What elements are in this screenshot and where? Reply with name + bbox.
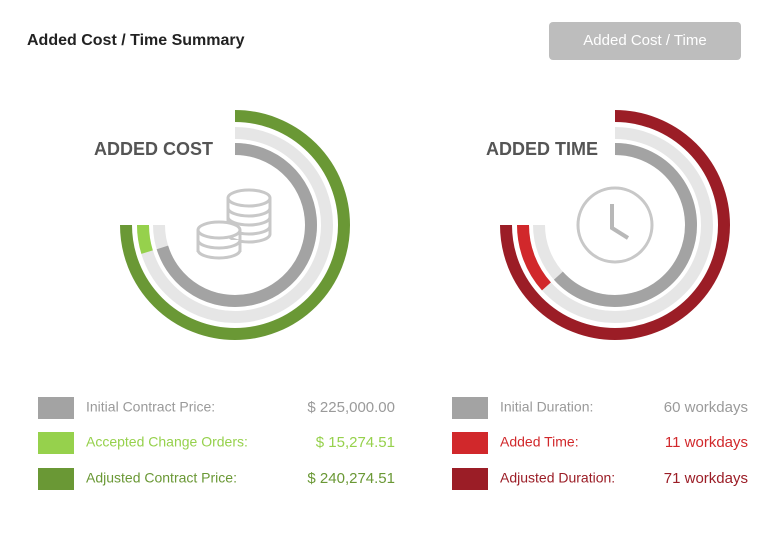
- ring-track: [517, 127, 713, 323]
- initial-ring: [156, 143, 317, 307]
- legend-value: $ 240,274.51: [307, 470, 395, 487]
- ring-track: [137, 127, 333, 323]
- added-ring: [517, 224, 552, 291]
- legend-value: $ 225,000.00: [307, 399, 395, 416]
- initial-ring: [553, 143, 697, 307]
- toggle-button-label[interactable]: Added Cost / Time: [583, 32, 706, 49]
- legend-value: $ 15,274.51: [316, 434, 395, 451]
- legend-label: Added Time:: [500, 434, 579, 450]
- legend-value: 60 workdays: [664, 399, 748, 416]
- legend-label: Adjusted Duration:: [500, 470, 615, 486]
- legend-value: 11 workdays: [665, 434, 748, 451]
- card-title: Added Cost / Time Summary: [27, 32, 245, 49]
- legend-swatch: [452, 432, 488, 454]
- legend-label: Initial Contract Price:: [86, 399, 215, 415]
- adjusted-ring: [500, 110, 730, 340]
- legend-swatch: [38, 468, 74, 490]
- clock-icon: [576, 186, 654, 264]
- legend-label: Adjusted Contract Price:: [86, 470, 237, 486]
- legend-swatch: [38, 397, 74, 419]
- toggle-button[interactable]: [549, 22, 741, 60]
- legend-swatch: [452, 468, 488, 490]
- panel-title: ADDED TIME: [486, 139, 598, 159]
- legend-swatch: [452, 397, 488, 419]
- legend-value: 71 workdays: [664, 470, 748, 487]
- adjusted-ring: [120, 110, 350, 340]
- coins-icon: [196, 188, 272, 260]
- legend-label: Initial Duration:: [500, 399, 593, 415]
- panel-title: ADDED COST: [94, 139, 213, 159]
- legend-swatch: [38, 432, 74, 454]
- legend-label: Accepted Change Orders:: [86, 434, 248, 450]
- added-ring: [137, 224, 153, 254]
